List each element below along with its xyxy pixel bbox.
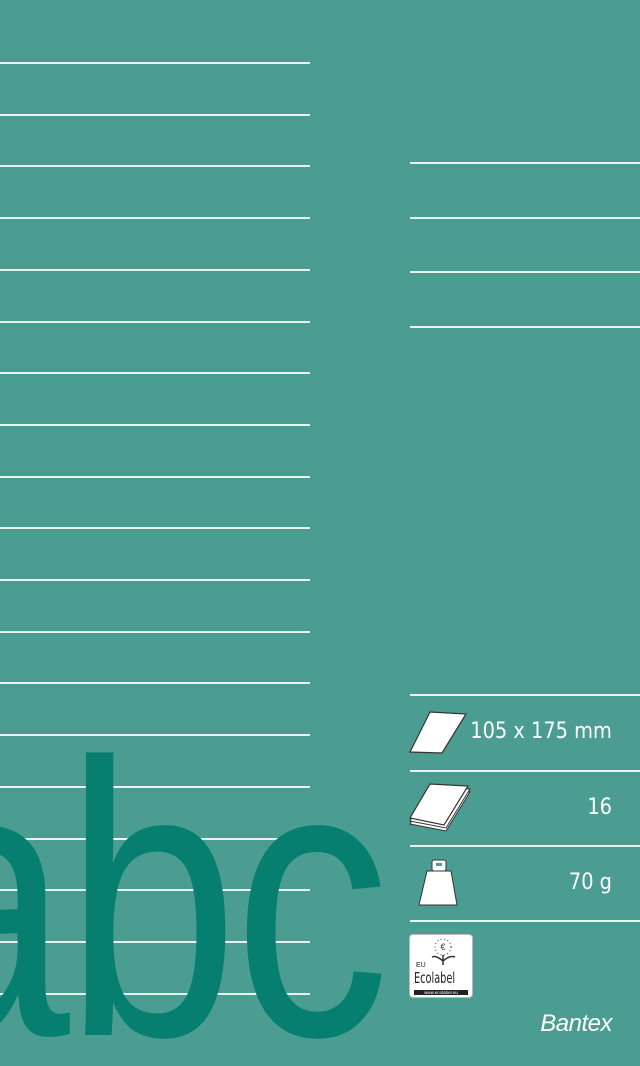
ruled-line-right [410, 845, 640, 847]
sheet-size-icon [409, 711, 468, 754]
ruled-line [0, 889, 310, 891]
ruled-line-right [410, 217, 640, 219]
ruled-line [0, 476, 310, 478]
ruled-line [0, 165, 310, 167]
ruled-line [0, 269, 310, 271]
ruled-line [0, 734, 310, 736]
ruled-line [0, 62, 310, 64]
ruled-line [0, 941, 310, 943]
ruled-line [0, 321, 310, 323]
ruled-line-right [410, 694, 640, 696]
abc-letters: abc [0, 682, 385, 1052]
ruled-line-right [410, 326, 640, 328]
ruled-line-right [410, 162, 640, 164]
ruled-line-right [410, 920, 640, 922]
svg-text:€: € [440, 942, 445, 952]
ruled-line [0, 372, 310, 374]
flower-icon: € [431, 938, 456, 965]
ruled-line [0, 682, 310, 684]
ruled-line [0, 786, 310, 788]
ruled-line [0, 527, 310, 529]
eu-ecolabel-logo: € EU Ecolabel www.ecolabel.eu [409, 934, 473, 998]
spec-weight: 70 g [568, 870, 612, 895]
bantex-logo: Bantex [540, 1010, 612, 1037]
paper-weight-icon [418, 859, 458, 906]
ruled-line [0, 114, 310, 116]
ruled-line [0, 631, 310, 633]
abc-letters-graphic: abc [0, 682, 390, 1052]
ruled-line [0, 579, 310, 581]
spec-size: 105 x 175 mm [470, 719, 612, 744]
spec-sheets: 16 [587, 795, 612, 820]
ruled-line [0, 217, 310, 219]
ruled-line [0, 838, 310, 840]
ruled-line-right [410, 770, 640, 772]
ruled-line [0, 993, 310, 995]
sheet-count-icon [409, 783, 471, 832]
ruled-line-right [410, 271, 640, 273]
ruled-line [0, 424, 310, 426]
